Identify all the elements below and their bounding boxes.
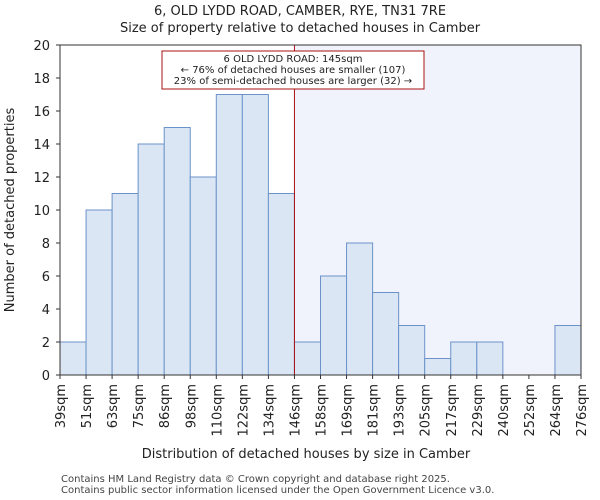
x-tick-label: 146sqm <box>288 384 303 437</box>
y-axis-label: Number of detached properties <box>3 108 18 313</box>
x-tick-label: 205sqm <box>419 384 434 437</box>
bar-217sqm <box>450 341 478 376</box>
bar-158sqm <box>320 275 348 376</box>
x-tick-label: 110sqm <box>210 384 225 437</box>
x-tick-label: 63sqm <box>106 384 121 428</box>
x-tick-label: 122sqm <box>236 384 251 437</box>
x-tick-label: 134sqm <box>262 384 277 437</box>
bar-169sqm <box>346 242 374 376</box>
y-tick-label: 20 <box>33 39 50 54</box>
bar-75sqm <box>137 143 165 376</box>
y-tick-label: 16 <box>33 105 50 120</box>
footer-line-2: Contains public sector information licen… <box>61 485 495 496</box>
x-tick-label: 193sqm <box>393 384 408 437</box>
chart-subtitle: Size of property relative to detached ho… <box>119 21 481 36</box>
x-tick-label: 217sqm <box>445 384 460 437</box>
x-tick-label: 98sqm <box>184 384 199 428</box>
bar-264sqm <box>554 325 582 376</box>
bar-229sqm <box>476 341 504 376</box>
bar-51sqm <box>85 209 113 376</box>
annotation-line-1: 6 OLD LYDD ROAD: 145sqm <box>224 54 363 65</box>
bar-63sqm <box>111 193 139 376</box>
annotation-line-3: 23% of semi-detached houses are larger (… <box>174 76 412 87</box>
x-tick-label: 86sqm <box>158 384 173 428</box>
x-tick-label: 75sqm <box>132 384 147 428</box>
bar-98sqm <box>189 176 217 376</box>
x-tick-label: 158sqm <box>315 384 330 437</box>
bar-205sqm <box>424 358 452 376</box>
x-tick-label: 51sqm <box>80 384 95 428</box>
bar-181sqm <box>372 292 400 376</box>
chart-title: 6, OLD LYDD ROAD, CAMBER, RYE, TN31 7RE <box>153 4 447 19</box>
y-tick-label: 12 <box>33 171 50 186</box>
x-tick-label: 39sqm <box>54 384 69 428</box>
x-tick-label: 276sqm <box>575 384 590 437</box>
y-tick-label: 0 <box>42 369 50 384</box>
y-tick-label: 10 <box>33 204 50 219</box>
annotation-line-2: ← 76% of detached houses are smaller (10… <box>181 65 406 76</box>
footer-line-1: Contains HM Land Registry data © Crown c… <box>61 474 450 485</box>
bar-86sqm <box>163 127 191 376</box>
bar-193sqm <box>398 325 426 376</box>
y-tick-label: 2 <box>42 336 50 351</box>
x-axis-label: Distribution of detached houses by size … <box>142 447 471 462</box>
x-tick-label: 229sqm <box>471 384 486 437</box>
annotation-box: 6 OLD LYDD ROAD: 145sqm ← 76% of detache… <box>161 50 425 90</box>
y-tick-label: 8 <box>42 237 50 252</box>
bar-134sqm <box>267 193 295 376</box>
bar-146sqm <box>293 341 322 376</box>
bar-39sqm <box>59 341 87 376</box>
y-tick-label: 18 <box>33 72 50 87</box>
bar-122sqm <box>241 94 269 376</box>
y-tick-label: 4 <box>42 303 50 318</box>
x-tick-label: 181sqm <box>367 384 382 437</box>
x-tick-label: 240sqm <box>497 384 512 437</box>
x-tick-label: 264sqm <box>549 384 564 437</box>
x-tick-label: 252sqm <box>523 384 538 437</box>
y-tick-label: 14 <box>33 138 50 153</box>
bar-110sqm <box>215 94 243 376</box>
y-tick-label: 6 <box>42 270 50 285</box>
x-tick-label: 169sqm <box>341 384 356 437</box>
